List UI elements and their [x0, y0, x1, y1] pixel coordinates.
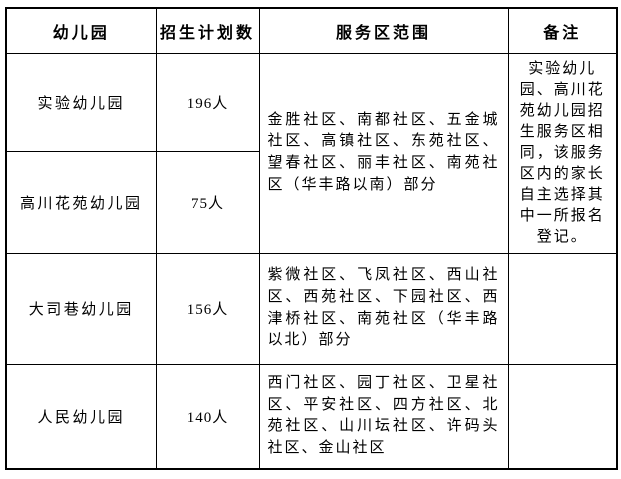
cell-service-area-renmin: 西门社区、园丁社区、卫星社区、平安社区、四方社区、北苑社区、山川坛社区、许码头社…	[258, 363, 509, 470]
cell-name-renmin: 人民幼儿园	[5, 363, 157, 470]
cell-service-area-dasixiang: 紫微社区、飞凤社区、西山社区、西苑社区、下园社区、西津桥社区、南苑社区（华丰路以…	[258, 252, 509, 365]
cell-name-dasixiang: 大司巷幼儿园	[5, 252, 157, 365]
cell-name-shiyan: 实验幼儿园	[5, 52, 157, 152]
cell-plan-dasixiang: 156人	[155, 252, 260, 365]
kindergarten-enrollment-table: 幼儿园 招生计划数 服务区范围 备注 实验幼儿园 196人 金胜社区、南都社区、…	[5, 7, 618, 470]
header-kindergarten: 幼儿园	[5, 7, 157, 54]
header-enrollment-plan: 招生计划数	[155, 7, 260, 54]
table-row-renmin: 人民幼儿园 140人 西门社区、园丁社区、卫星社区、平安社区、四方社区、北苑社区…	[5, 363, 618, 470]
cell-service-area-merged: 金胜社区、南都社区、五金城社区、高镇社区、东苑社区、望春社区、丽丰社区、南苑社区…	[258, 52, 509, 254]
cell-remark-merged: 实验幼儿园、高川花苑幼儿园招生服务区相同，该服务区内的家长自主选择其中一所报名登…	[507, 52, 618, 254]
table-row-shiyan: 实验幼儿园 196人 金胜社区、南都社区、五金城社区、高镇社区、东苑社区、望春社…	[5, 52, 618, 254]
cell-plan-shiyan: 196人	[155, 52, 260, 152]
header-row: 幼儿园 招生计划数 服务区范围 备注	[5, 7, 618, 54]
cell-plan-renmin: 140人	[155, 363, 260, 470]
cell-remark-renmin	[507, 363, 618, 470]
cell-name-gaochuan: 高川花苑幼儿园	[5, 150, 157, 254]
table-row-gaochuan: 高川花苑幼儿园 75人	[5, 150, 617, 254]
cell-plan-gaochuan: 75人	[155, 150, 260, 254]
header-remark: 备注	[507, 7, 618, 54]
header-service-area: 服务区范围	[258, 7, 509, 54]
table-row-dasixiang: 大司巷幼儿园 156人 紫微社区、飞凤社区、西山社区、西苑社区、下园社区、西津桥…	[5, 252, 618, 365]
cell-remark-dasixiang	[507, 252, 618, 365]
